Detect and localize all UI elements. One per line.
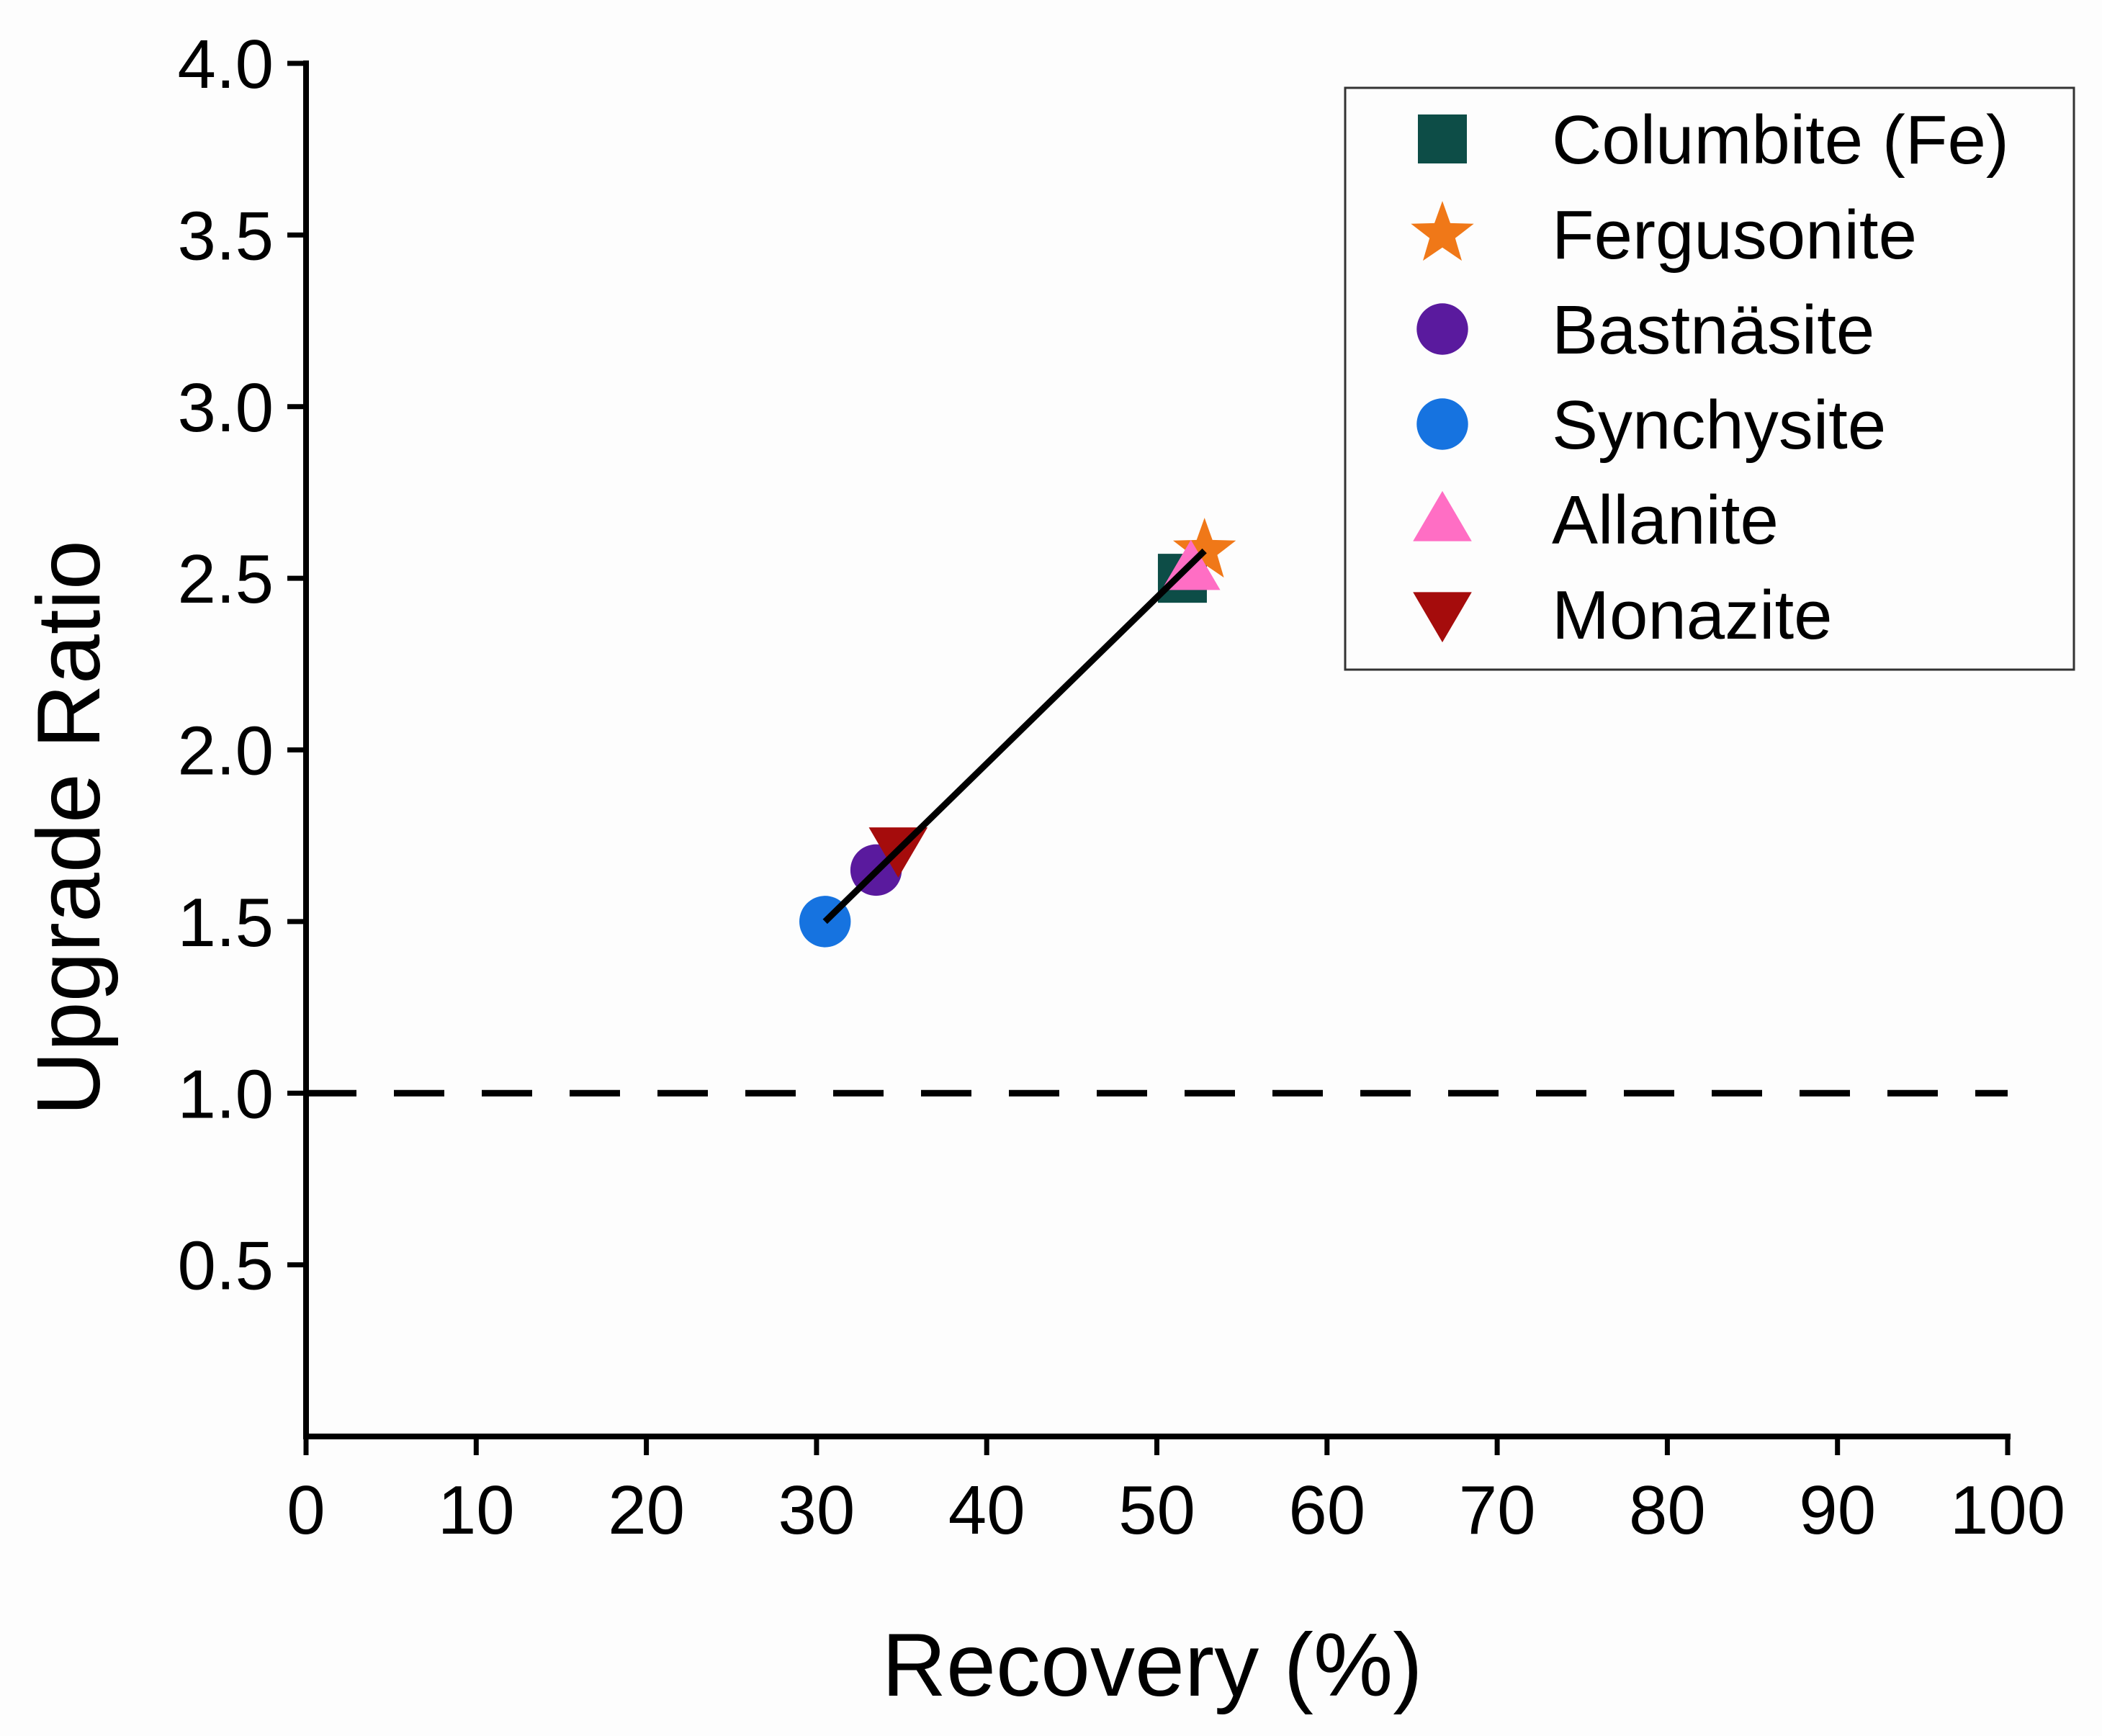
- legend-label: Allanite: [1552, 482, 1779, 559]
- legend-label: Columbite (Fe): [1552, 102, 2009, 179]
- trend-line: [822, 548, 1207, 925]
- axes: 0 10 20 30 40 50 60 70 80 90 100 0.5 1.0 1.5 2.0 2.5 3.0…: [178, 26, 2066, 1549]
- x-tick-label: 0: [287, 1472, 325, 1549]
- legend-marker: [1416, 398, 1468, 450]
- y-tick-label: 4.0: [178, 26, 274, 103]
- y-axis-title: Upgrade Ratio: [19, 540, 119, 1116]
- legend-marker: [1413, 592, 1472, 643]
- legend-label: Monazite: [1552, 577, 1833, 654]
- x-tick-label: 50: [1118, 1472, 1195, 1549]
- x-tick-label: 20: [608, 1472, 685, 1549]
- legend-marker: [1416, 303, 1468, 355]
- y-tick-label: 2.0: [178, 713, 274, 790]
- data-point-fergusonite: [1173, 518, 1236, 578]
- legend-marker: [1411, 201, 1474, 261]
- y-tick-label: 3.5: [178, 197, 274, 274]
- y-tick-label: 2.5: [178, 541, 274, 618]
- plot-area: [306, 518, 2008, 1097]
- x-axis-title: Recovery (%): [881, 1616, 1422, 1715]
- legend-label: Bastnäsite: [1552, 292, 1874, 369]
- legend-marker: [1413, 490, 1472, 541]
- y-tick-label: 1.0: [178, 1056, 274, 1133]
- y-tick-label: 3.0: [178, 369, 274, 446]
- legend-marker: [1418, 114, 1467, 163]
- y-tick-label: 0.5: [178, 1228, 274, 1305]
- x-tick-label: 40: [948, 1472, 1025, 1549]
- x-tick-label: 90: [1799, 1472, 1876, 1549]
- legend-box: [1344, 86, 2075, 671]
- x-tick-label: 60: [1288, 1472, 1365, 1549]
- y-tick-label: 1.5: [178, 884, 274, 961]
- legend: Columbite (Fe) Fergusonite Bastnäsite Synch…: [1344, 86, 2075, 671]
- x-tick-label: 80: [1629, 1472, 1706, 1549]
- x-tick-label: 10: [438, 1472, 515, 1549]
- legend-label: Synchysite: [1552, 387, 1886, 464]
- x-tick-label: 30: [778, 1472, 855, 1549]
- x-tick-label: 70: [1459, 1472, 1536, 1549]
- legend-label: Fergusonite: [1552, 197, 1917, 274]
- x-tick-label: 100: [1950, 1472, 2065, 1549]
